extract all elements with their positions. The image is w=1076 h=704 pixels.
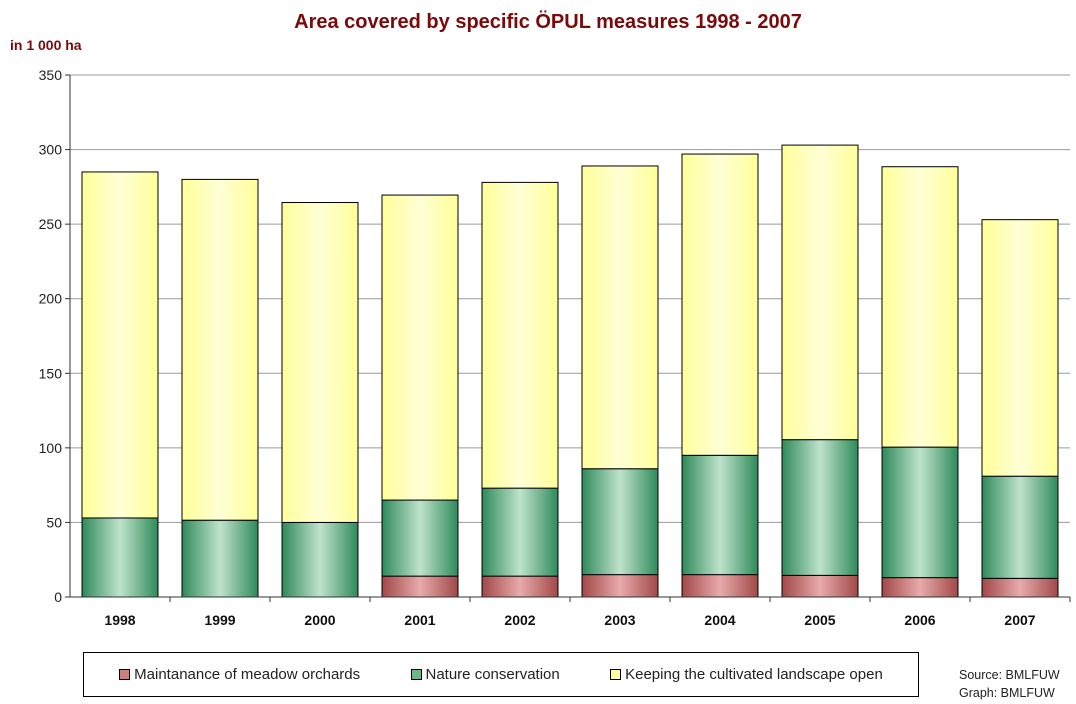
x-tick-label: 2003 [604,612,635,628]
y-tick-label: 350 [39,67,63,83]
legend-swatch-meadow-orchards [119,669,131,680]
x-tick-label: 1999 [204,612,235,628]
x-tick-label: 2006 [904,612,935,628]
legend-label: Maintanance of meadow orchards [134,666,361,683]
bar-nature-conservation-2004 [681,454,759,576]
bar-landscape-open-2002 [481,181,559,489]
bar-landscape-open-2005 [781,144,859,441]
bar-landscape-open-2000 [281,202,359,523]
bars [81,144,1059,598]
x-tick-label: 2005 [804,612,835,628]
bar-nature-conservation-2006 [881,446,959,579]
bar-landscape-open-2006 [881,166,959,448]
bar-meadow-orchards-2007 [981,577,1059,598]
legend-item-nature-conservation: Nature conservation [410,666,560,683]
bar-landscape-open-1998 [81,171,159,519]
x-tick-label: 2004 [704,612,735,628]
legend-item-meadow-orchards: Maintanance of meadow orchards [119,666,360,683]
legend-swatch-nature-conservation [410,669,422,680]
bar-meadow-orchards-2003 [581,574,659,598]
bar-landscape-open-2001 [381,194,459,501]
bar-nature-conservation-1999 [181,519,259,598]
x-tick-label: 1998 [104,612,135,628]
y-tick-label: 300 [39,142,63,158]
legend: Maintanance of meadow orchards Nature co… [83,652,919,697]
bar-nature-conservation-1998 [81,517,159,598]
bar-nature-conservation-2003 [581,468,659,576]
legend-swatch-landscape-open [610,669,622,680]
x-tick-label: 2002 [504,612,535,628]
y-tick-label: 0 [54,589,62,605]
bar-nature-conservation-2002 [481,487,559,577]
bar-nature-conservation-2001 [381,499,459,577]
bar-landscape-open-1999 [181,178,259,521]
source-note: Source: BMLFUW Graph: BMLFUW [959,666,1060,702]
x-tick-label: 2007 [1004,612,1035,628]
legend-label: Nature conservation [425,666,560,683]
y-tick-label: 50 [46,514,62,530]
bar-landscape-open-2004 [681,153,759,456]
bar-nature-conservation-2005 [781,439,859,576]
bar-meadow-orchards-2004 [681,574,759,598]
bar-landscape-open-2007 [981,219,1059,477]
y-tick-label: 100 [39,440,63,456]
bar-nature-conservation-2007 [981,475,1059,579]
bar-meadow-orchards-2002 [481,575,559,598]
y-axis-unit-label: in 1 000 ha [10,37,82,53]
chart-title: Area covered by specific ÖPUL measures 1… [294,11,802,33]
y-tick-label: 250 [39,216,63,232]
bar-nature-conservation-2000 [281,521,359,598]
y-tick-label: 150 [39,365,63,381]
source-line: Source: BMLFUW [959,668,1060,682]
legend-item-landscape-open: Keeping the cultivated landscape open [610,666,883,683]
graph-line: Graph: BMLFUW [959,686,1055,700]
bar-meadow-orchards-2005 [781,574,859,598]
bar-meadow-orchards-2001 [381,575,459,598]
legend-label: Keeping the cultivated landscape open [625,666,883,683]
axes: 0 50 100 150 200 250 300 350 1998 1999 2000 2001 200… [39,67,1071,628]
x-tick-label: 2001 [404,612,435,628]
bar-meadow-orchards-2006 [881,577,959,598]
y-tick-label: 200 [39,291,63,307]
bar-chart: 0 50 100 150 200 250 300 350 1998 1999 2000 2001 200… [39,67,1071,628]
bar-landscape-open-2003 [581,165,659,470]
x-tick-label: 2000 [304,612,335,628]
